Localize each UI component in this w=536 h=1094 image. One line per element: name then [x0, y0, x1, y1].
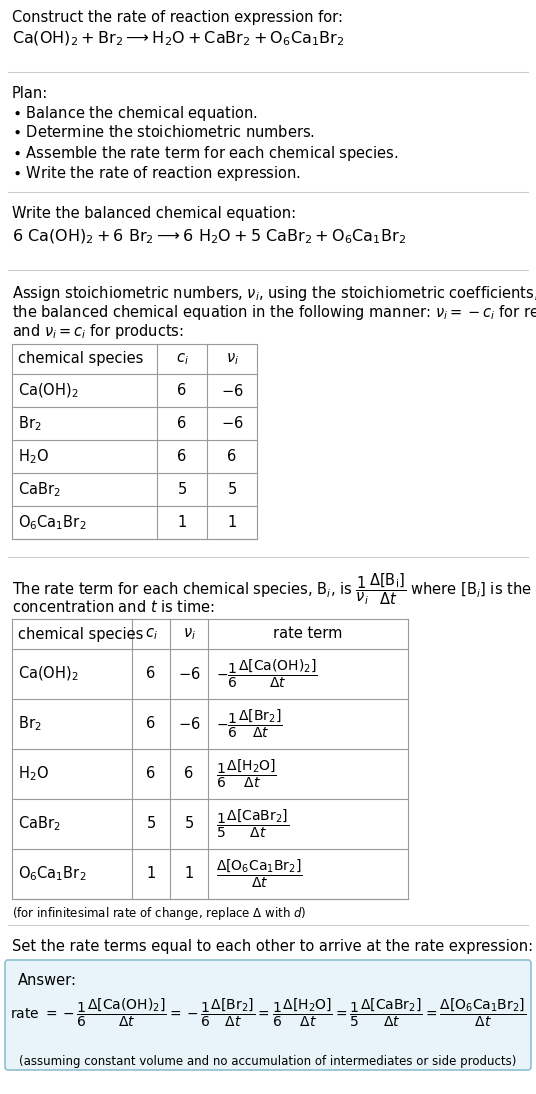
Text: $-6$: $-6$	[178, 666, 200, 682]
Text: Set the rate terms equal to each other to arrive at the rate expression:: Set the rate terms equal to each other t…	[12, 939, 533, 954]
Text: $\bullet$ Assemble the rate term for each chemical species.: $\bullet$ Assemble the rate term for eac…	[12, 144, 399, 163]
Text: $\mathrm{Ca(OH)_2 + Br_2 \longrightarrow H_2O + CaBr_2 + O_6Ca_1Br_2}$: $\mathrm{Ca(OH)_2 + Br_2 \longrightarrow…	[12, 30, 345, 48]
Text: $\mathrm{Br_2}$: $\mathrm{Br_2}$	[18, 415, 42, 433]
Text: Plan:: Plan:	[12, 86, 48, 101]
Text: Assign stoichiometric numbers, $\nu_i$, using the stoichiometric coefficients, $: Assign stoichiometric numbers, $\nu_i$, …	[12, 284, 536, 303]
Text: 6: 6	[146, 666, 155, 682]
Text: 6: 6	[184, 767, 193, 781]
Text: Answer:: Answer:	[18, 973, 77, 988]
Text: 6: 6	[227, 449, 236, 464]
Text: 5: 5	[146, 816, 155, 831]
Text: $\mathrm{H_2O}$: $\mathrm{H_2O}$	[18, 765, 49, 783]
Text: $-\dfrac{1}{6}\dfrac{\Delta[\mathrm{Ca(OH)_2}]}{\Delta t}$: $-\dfrac{1}{6}\dfrac{\Delta[\mathrm{Ca(O…	[216, 657, 318, 690]
Text: Construct the rate of reaction expression for:: Construct the rate of reaction expressio…	[12, 10, 343, 25]
Text: $\nu_i$: $\nu_i$	[226, 351, 239, 366]
Text: (assuming constant volume and no accumulation of intermediates or side products): (assuming constant volume and no accumul…	[19, 1055, 517, 1068]
Text: $\mathrm{Ca(OH)_2}$: $\mathrm{Ca(OH)_2}$	[18, 665, 79, 683]
Text: the balanced chemical equation in the following manner: $\nu_i = -c_i$ for react: the balanced chemical equation in the fo…	[12, 303, 536, 322]
Text: 1: 1	[184, 866, 193, 882]
Text: $\mathrm{H_2O}$: $\mathrm{H_2O}$	[18, 447, 49, 466]
Text: chemical species: chemical species	[18, 627, 143, 641]
Text: (for infinitesimal rate of change, replace $\Delta$ with $d$): (for infinitesimal rate of change, repla…	[12, 905, 307, 922]
Text: $-6$: $-6$	[178, 715, 200, 732]
Text: $-6$: $-6$	[221, 383, 243, 398]
Text: $\mathrm{Ca(OH)_2}$: $\mathrm{Ca(OH)_2}$	[18, 382, 79, 399]
Text: $\mathrm{CaBr_2}$: $\mathrm{CaBr_2}$	[18, 815, 61, 834]
Text: rate term: rate term	[273, 627, 343, 641]
Text: The rate term for each chemical species, B$_i$, is $\dfrac{1}{\nu_i}\dfrac{\Delt: The rate term for each chemical species,…	[12, 571, 536, 606]
Text: $\bullet$ Determine the stoichiometric numbers.: $\bullet$ Determine the stoichiometric n…	[12, 124, 315, 140]
Text: and $\nu_i = c_i$ for products:: and $\nu_i = c_i$ for products:	[12, 322, 184, 341]
Text: 6: 6	[177, 416, 187, 431]
Text: 5: 5	[227, 482, 236, 497]
Text: $\bullet$ Write the rate of reaction expression.: $\bullet$ Write the rate of reaction exp…	[12, 164, 301, 183]
Text: $-6$: $-6$	[221, 416, 243, 431]
Text: $\mathrm{Br_2}$: $\mathrm{Br_2}$	[18, 714, 42, 733]
Text: 1: 1	[146, 866, 155, 882]
Text: rate $= -\dfrac{1}{6}\dfrac{\Delta[\mathrm{Ca(OH)_2}]}{\Delta t} = -\dfrac{1}{6}: rate $= -\dfrac{1}{6}\dfrac{\Delta[\math…	[10, 997, 526, 1029]
FancyBboxPatch shape	[5, 961, 531, 1070]
Text: $\dfrac{\Delta[\mathrm{O_6Ca_1Br_2}]}{\Delta t}$: $\dfrac{\Delta[\mathrm{O_6Ca_1Br_2}]}{\D…	[216, 858, 303, 891]
Text: $\nu_i$: $\nu_i$	[183, 626, 196, 642]
Text: concentration and $t$ is time:: concentration and $t$ is time:	[12, 600, 215, 615]
Text: $\mathrm{O_6Ca_1Br_2}$: $\mathrm{O_6Ca_1Br_2}$	[18, 513, 86, 532]
Text: Write the balanced chemical equation:: Write the balanced chemical equation:	[12, 206, 296, 221]
Text: 1: 1	[177, 515, 187, 529]
Text: 6: 6	[146, 767, 155, 781]
Text: 5: 5	[184, 816, 193, 831]
Text: $c_i$: $c_i$	[176, 351, 189, 366]
Text: $\bullet$ Balance the chemical equation.: $\bullet$ Balance the chemical equation.	[12, 104, 257, 123]
Text: $\mathrm{O_6Ca_1Br_2}$: $\mathrm{O_6Ca_1Br_2}$	[18, 864, 86, 883]
Text: 6: 6	[146, 717, 155, 732]
Text: 6: 6	[177, 449, 187, 464]
Text: $c_i$: $c_i$	[145, 626, 158, 642]
Text: 6: 6	[177, 383, 187, 398]
Text: $\mathrm{CaBr_2}$: $\mathrm{CaBr_2}$	[18, 480, 61, 499]
Text: $-\dfrac{1}{6}\dfrac{\Delta[\mathrm{Br_2}]}{\Delta t}$: $-\dfrac{1}{6}\dfrac{\Delta[\mathrm{Br_2…	[216, 708, 282, 741]
Text: 5: 5	[177, 482, 187, 497]
Text: $\mathrm{6\ Ca(OH)_2 + 6\ Br_2 \longrightarrow 6\ H_2O + 5\ CaBr_2 + O_6Ca_1Br_2: $\mathrm{6\ Ca(OH)_2 + 6\ Br_2 \longrigh…	[12, 228, 406, 246]
Text: $\dfrac{1}{6}\dfrac{\Delta[\mathrm{H_2O}]}{\Delta t}$: $\dfrac{1}{6}\dfrac{\Delta[\mathrm{H_2O}…	[216, 758, 277, 790]
Text: $\dfrac{1}{5}\dfrac{\Delta[\mathrm{CaBr_2}]}{\Delta t}$: $\dfrac{1}{5}\dfrac{\Delta[\mathrm{CaBr_…	[216, 807, 289, 840]
Text: 1: 1	[227, 515, 236, 529]
Text: chemical species: chemical species	[18, 351, 143, 366]
